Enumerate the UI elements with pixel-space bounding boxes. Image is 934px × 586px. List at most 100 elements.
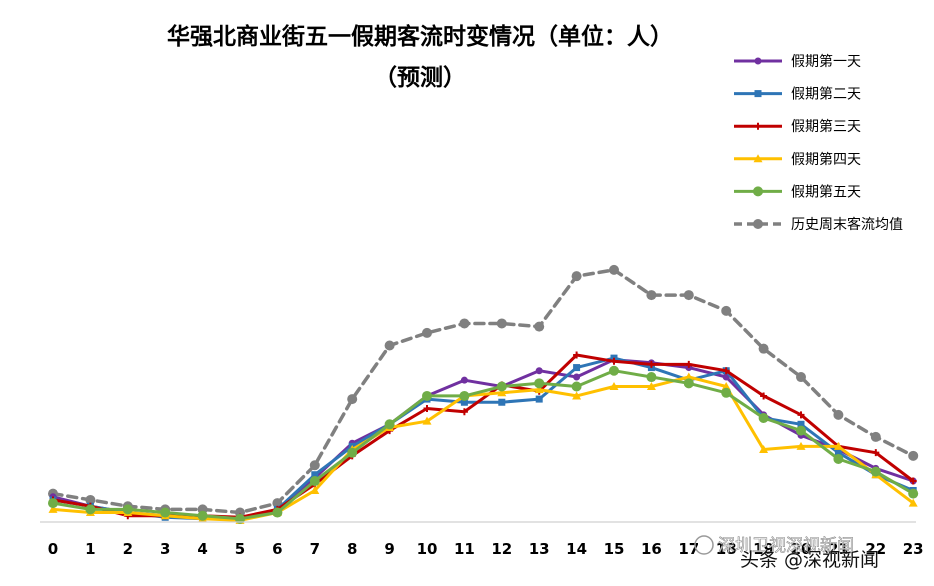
x-tick-label: 3 bbox=[160, 540, 170, 558]
data-point bbox=[535, 367, 543, 375]
chart-subtitle: （预测） bbox=[374, 64, 466, 91]
data-point bbox=[683, 378, 694, 389]
wechat-icon bbox=[694, 535, 714, 555]
legend-marker bbox=[753, 219, 763, 229]
x-tick-label: 0 bbox=[48, 540, 58, 558]
data-point bbox=[48, 498, 58, 509]
data-point bbox=[685, 360, 693, 368]
data-point bbox=[422, 390, 432, 401]
data-point bbox=[833, 441, 843, 450]
legend-marker bbox=[754, 57, 762, 65]
x-tick-label: 22 bbox=[865, 540, 886, 558]
legend-marker bbox=[753, 154, 763, 163]
x-tick-label: 4 bbox=[197, 540, 207, 558]
series-1 bbox=[49, 356, 917, 523]
data-point bbox=[609, 365, 619, 376]
plot-area bbox=[48, 264, 919, 524]
x-tick-label: 6 bbox=[272, 540, 282, 558]
data-point bbox=[347, 447, 358, 458]
data-point bbox=[647, 360, 655, 368]
legend-entry: 假期第五天 bbox=[734, 183, 861, 200]
data-point bbox=[423, 405, 431, 413]
data-point bbox=[870, 431, 881, 442]
data-point bbox=[573, 373, 581, 381]
legend-label: 假期第二天 bbox=[791, 86, 861, 103]
data-point bbox=[646, 381, 656, 390]
data-point bbox=[572, 391, 582, 400]
data-point bbox=[160, 507, 171, 518]
data-point bbox=[721, 387, 732, 398]
data-point bbox=[833, 409, 844, 420]
x-tick-label: 16 bbox=[641, 540, 662, 558]
data-point bbox=[310, 485, 320, 494]
data-point bbox=[721, 381, 731, 390]
data-point bbox=[908, 498, 918, 507]
legend-entry: 历史周末客流均值 bbox=[734, 216, 903, 233]
data-point bbox=[833, 453, 844, 464]
data-point bbox=[459, 318, 470, 329]
data-point bbox=[497, 388, 507, 397]
data-point bbox=[496, 318, 507, 329]
watermark-toutiao: 头条 @深视新闻 bbox=[740, 549, 879, 571]
legend-label: 假期第四天 bbox=[791, 151, 861, 168]
watermark: 深圳卫视深视新闻 头条 @深视新闻 bbox=[694, 535, 879, 571]
series-2 bbox=[49, 354, 917, 523]
data-point bbox=[683, 290, 694, 301]
legend-label: 假期第一天 bbox=[791, 53, 861, 70]
data-point bbox=[48, 504, 58, 513]
data-point bbox=[760, 392, 768, 400]
data-point bbox=[122, 504, 133, 515]
data-point bbox=[347, 394, 358, 405]
data-point bbox=[870, 466, 881, 477]
legend-entry: 假期第一天 bbox=[734, 53, 861, 70]
data-point bbox=[496, 381, 507, 392]
x-tick-label: 13 bbox=[529, 540, 550, 558]
data-point bbox=[422, 416, 432, 425]
data-point bbox=[534, 378, 545, 389]
x-tick-label: 2 bbox=[123, 540, 133, 558]
x-tick-label: 7 bbox=[310, 540, 320, 558]
data-point bbox=[197, 510, 208, 521]
legend-label: 假期第五天 bbox=[791, 183, 861, 200]
data-point bbox=[908, 450, 919, 461]
x-tick-label: 17 bbox=[678, 540, 699, 558]
legend-marker bbox=[753, 186, 763, 197]
data-point bbox=[459, 390, 470, 401]
series-line bbox=[51, 369, 915, 521]
x-tick-label: 20 bbox=[791, 540, 812, 558]
data-point bbox=[722, 367, 730, 375]
data-point bbox=[797, 411, 805, 419]
data-point bbox=[534, 321, 545, 332]
data-point bbox=[571, 271, 582, 282]
x-tick-label: 14 bbox=[566, 540, 587, 558]
series-line bbox=[51, 268, 915, 515]
data-point bbox=[460, 398, 468, 406]
data-point bbox=[758, 343, 769, 354]
x-tick-label: 11 bbox=[454, 540, 475, 558]
data-point bbox=[758, 413, 769, 423]
x-axis-ticks: 0 1 2 3 4 5 6 7 8 9 10 11 12 13 14 15 16 17 18 19 20 21 22 23 bbox=[48, 540, 924, 558]
series-5 bbox=[48, 365, 919, 524]
data-point bbox=[908, 488, 919, 499]
series-3 bbox=[49, 351, 917, 521]
x-tick-label: 5 bbox=[235, 540, 245, 558]
x-tick-label: 19 bbox=[753, 540, 774, 558]
data-point bbox=[797, 420, 805, 428]
chart-title: 华强北商业街五一假期客流时变情况（单位：人） bbox=[167, 23, 673, 50]
data-point bbox=[796, 441, 806, 450]
x-tick-label: 8 bbox=[347, 540, 357, 558]
data-point bbox=[571, 381, 582, 392]
data-point bbox=[460, 376, 468, 384]
data-point bbox=[460, 408, 468, 416]
legend-marker bbox=[754, 122, 762, 130]
legend-entry: 假期第二天 bbox=[734, 86, 861, 103]
legend-entry: 假期第三天 bbox=[734, 118, 861, 135]
data-point bbox=[759, 445, 769, 454]
data-point bbox=[573, 364, 581, 372]
x-tick-label: 10 bbox=[417, 540, 438, 558]
x-tick-label: 9 bbox=[384, 540, 394, 558]
x-tick-label: 23 bbox=[903, 540, 924, 558]
data-point bbox=[311, 471, 319, 479]
data-point bbox=[609, 381, 619, 390]
